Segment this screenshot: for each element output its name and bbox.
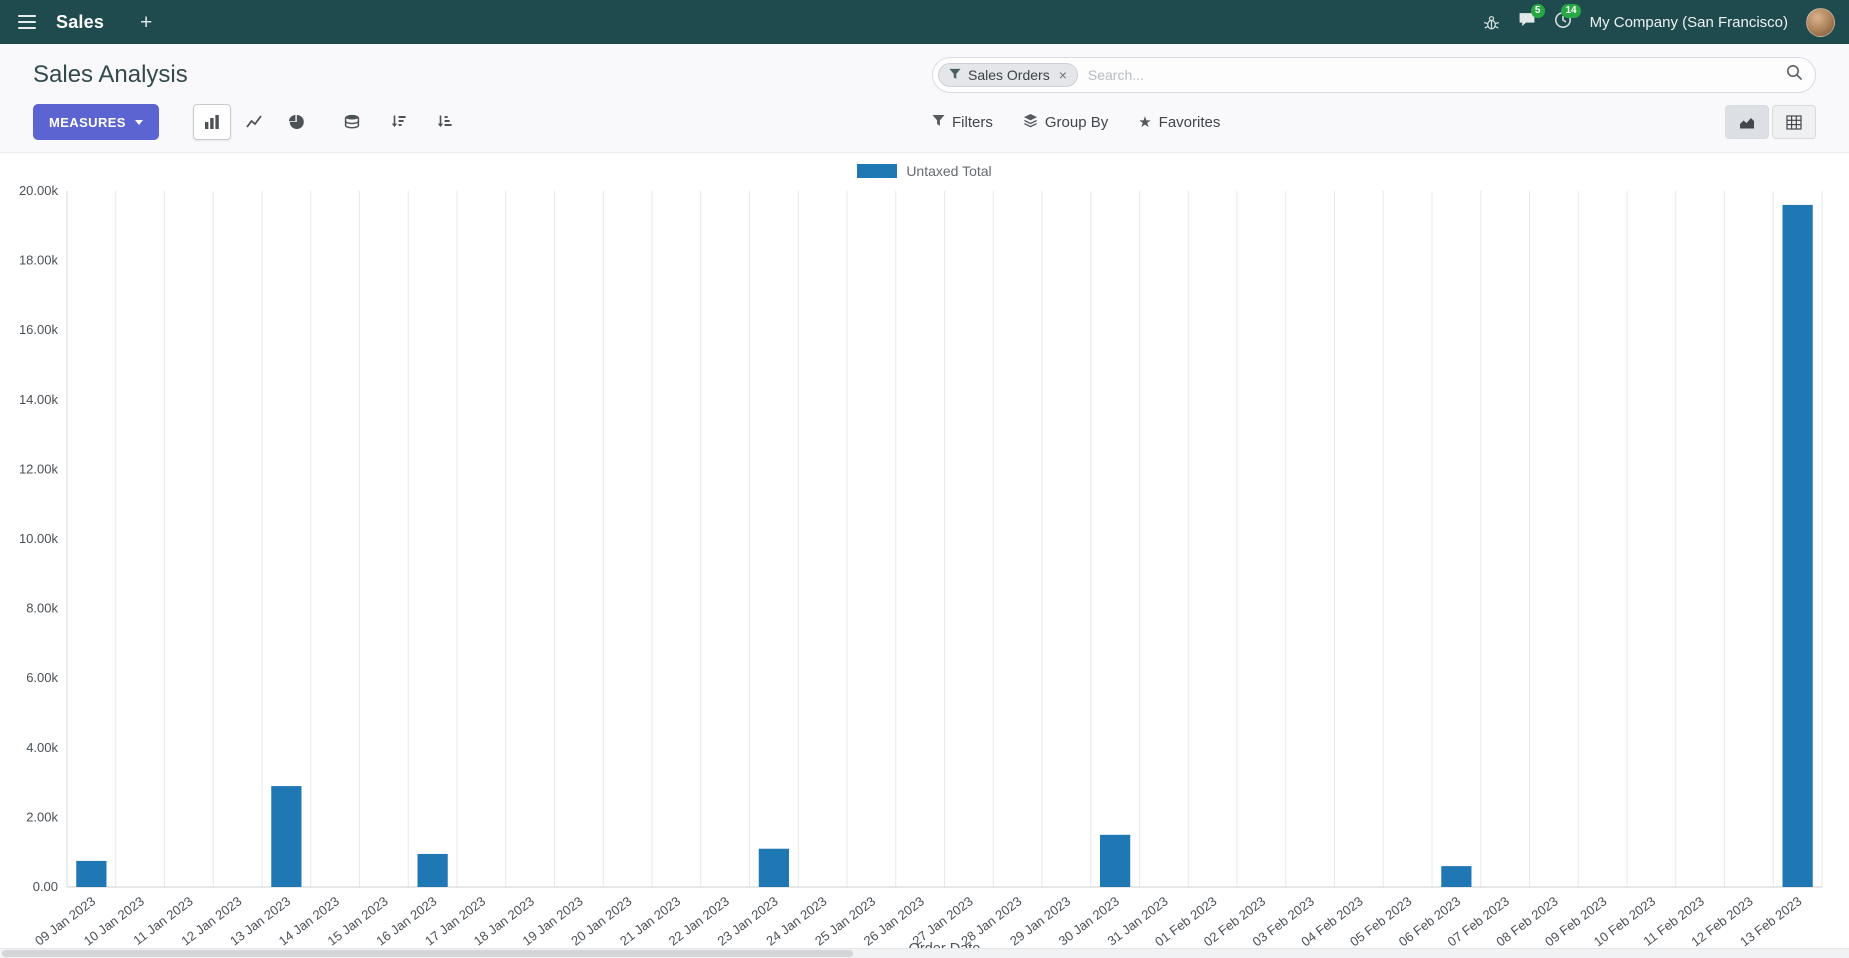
sort-descending-button[interactable] <box>379 104 417 140</box>
filters-label: Filters <box>952 113 993 131</box>
graph-view: Untaxed Total 0.00 2.00k 4.00k 6.00k 8.00k 10… <box>0 161 1849 958</box>
control-panel-button-row: MEASURES <box>33 104 1816 152</box>
bar-chart: 0.00 2.00k 4.00k 6.00k 8.00k 10.00k 12.00k 14.0… <box>19 183 1823 957</box>
page-title: Sales Analysis <box>33 61 188 88</box>
messages-button[interactable]: 5 <box>1518 4 1545 33</box>
bar-chart-icon <box>204 115 219 129</box>
bar[interactable] <box>1100 834 1131 887</box>
area-chart-icon <box>1740 117 1754 128</box>
scrollbar-thumb[interactable] <box>2 950 853 957</box>
search-options-row: Filters Group By ★ Favorites <box>932 105 1816 139</box>
search-input[interactable] <box>1087 67 1786 83</box>
control-panel: Sales Analysis Sales Orders × <box>0 44 1849 153</box>
bar[interactable] <box>1441 866 1472 887</box>
chart-option-group <box>333 104 463 140</box>
search-facet-sales-orders[interactable]: Sales Orders × <box>938 63 1078 87</box>
top-navbar: Sales + 5 <box>0 0 1849 44</box>
message-bubble-icon <box>1518 11 1536 33</box>
bar-chart-button[interactable] <box>192 104 231 140</box>
search-facet-label: Sales Orders <box>968 67 1050 83</box>
filters-dropdown[interactable]: Filters <box>932 114 993 131</box>
sort-descending-icon <box>391 115 406 127</box>
measures-button[interactable]: MEASURES <box>33 104 159 140</box>
bar[interactable] <box>758 848 789 887</box>
new-record-icon[interactable]: + <box>140 10 153 34</box>
y-tick-label: 12.00k <box>19 461 59 476</box>
line-chart-button[interactable] <box>235 104 273 140</box>
y-tick-label: 8.00k <box>26 601 58 616</box>
y-tick-label: 20.00k <box>19 183 59 198</box>
pie-chart-button[interactable] <box>277 104 315 140</box>
star-icon: ★ <box>1138 113 1152 131</box>
user-avatar[interactable] <box>1806 7 1835 37</box>
y-tick-label: 6.00k <box>26 670 58 685</box>
y-tick-label: 18.00k <box>19 253 59 268</box>
favorites-label: Favorites <box>1158 113 1221 131</box>
group-by-dropdown[interactable]: Group By <box>1023 113 1108 132</box>
app-name[interactable]: Sales <box>56 11 105 32</box>
sort-ascending-icon <box>437 115 452 127</box>
y-tick-label: 2.00k <box>26 809 58 824</box>
funnel-icon <box>949 67 961 83</box>
line-chart-icon <box>246 115 262 128</box>
stacked-icon <box>344 114 360 129</box>
apps-menu-icon[interactable] <box>14 9 40 35</box>
legend-label: Untaxed Total <box>906 163 992 179</box>
chart-legend[interactable]: Untaxed Total <box>0 161 1849 181</box>
control-panel-top-row: Sales Analysis Sales Orders × <box>33 54 1816 96</box>
facet-remove-icon[interactable]: × <box>1058 67 1067 83</box>
navbar-right: 5 14 My Company (San Francisco) <box>1483 3 1835 37</box>
stacked-toggle-button[interactable] <box>333 104 371 140</box>
y-tick-label: 10.00k <box>19 531 59 546</box>
favorites-dropdown[interactable]: ★ Favorites <box>1138 114 1220 131</box>
measures-label: MEASURES <box>49 114 126 130</box>
pivot-table-icon <box>1786 114 1802 130</box>
view-switcher <box>1725 105 1816 139</box>
pivot-view-button[interactable] <box>1772 105 1816 139</box>
layers-icon <box>1023 113 1038 132</box>
chevron-down-icon <box>134 119 143 125</box>
funnel-icon <box>932 114 945 131</box>
bar[interactable] <box>1782 204 1813 888</box>
legend-swatch <box>857 164 898 178</box>
y-tick-label: 0.00 <box>33 879 58 894</box>
messages-badge: 5 <box>1530 4 1545 18</box>
search-bar[interactable]: Sales Orders × <box>932 57 1816 93</box>
company-switcher[interactable]: My Company (San Francisco) <box>1589 13 1788 31</box>
group-by-label: Group By <box>1044 113 1109 131</box>
y-tick-label: 4.00k <box>26 740 58 755</box>
sort-ascending-button[interactable] <box>425 104 463 140</box>
graph-view-button[interactable] <box>1725 105 1769 139</box>
bar[interactable] <box>417 853 448 887</box>
horizontal-scrollbar[interactable] <box>0 948 1849 958</box>
activities-badge: 14 <box>1561 3 1581 18</box>
y-tick-label: 14.00k <box>19 392 59 407</box>
chart-type-group <box>192 104 315 140</box>
navbar-left: Sales + <box>14 9 152 35</box>
activities-button[interactable]: 14 <box>1554 3 1581 34</box>
search-icon[interactable] <box>1786 64 1803 86</box>
debug-bug-icon[interactable] <box>1483 14 1500 31</box>
pie-chart-icon <box>288 114 304 129</box>
bar[interactable] <box>76 860 107 887</box>
y-tick-label: 16.00k <box>19 322 59 337</box>
bar[interactable] <box>271 786 302 887</box>
